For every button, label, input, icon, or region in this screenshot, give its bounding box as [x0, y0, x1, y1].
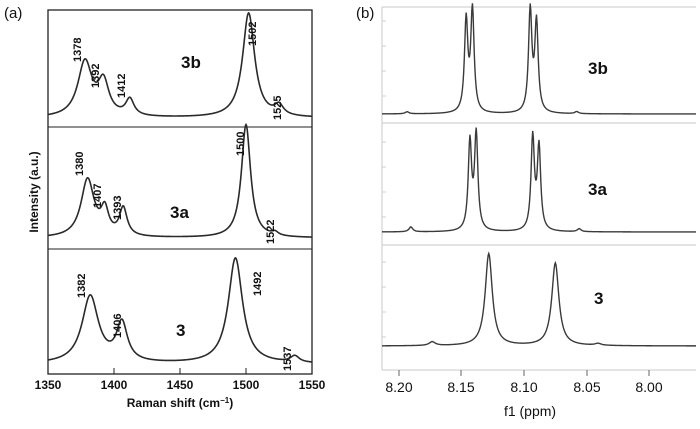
x-tick-label: 1500	[233, 378, 260, 392]
peak-label: 1537	[282, 347, 294, 371]
peak-label: 1393	[112, 196, 124, 220]
x-tick-label: 1400	[101, 378, 128, 392]
series-label-3a: 3a	[170, 203, 189, 222]
x-tick-label: 1350	[35, 378, 62, 392]
peak-label: 1380	[74, 152, 86, 176]
peak-label: 1412	[116, 74, 128, 98]
panel-a-y-axis-title: Intensity (a.u.)	[27, 151, 41, 232]
peak-label: 1378	[72, 38, 84, 62]
panel-b-left-ticks	[382, 20, 386, 338]
raman-trace-3a	[47, 122, 313, 238]
x-tick-label: 8.10	[510, 379, 537, 395]
raman-trace-3b	[47, 11, 313, 118]
series-label-3b: 3b	[588, 59, 608, 78]
raman-trace-3	[47, 256, 313, 363]
peak-label: 1492	[252, 272, 264, 296]
panel-b-x-ticks: 8.20 8.15 8.10 8.05 8.00	[385, 370, 663, 395]
series-label-3: 3	[176, 321, 185, 340]
nmr-trace-3	[382, 251, 696, 347]
panel-a-label: (a)	[4, 5, 22, 22]
x-tick-label: 1550	[299, 378, 326, 392]
peak-label: 1525	[272, 96, 284, 120]
panel-a-x-axis-title: Raman shift (cm−1)	[127, 396, 233, 411]
panel-b-x-axis-title: f1 (ppm)	[504, 403, 556, 419]
peak-label: 1382	[76, 274, 88, 298]
peak-label: 1392	[90, 64, 102, 88]
series-label-3: 3	[594, 289, 603, 308]
x-tick-label: 1450	[167, 378, 194, 392]
x-tick-label: 8.05	[573, 379, 600, 395]
peak-label: 1500	[235, 132, 247, 156]
peak-label: 1522	[265, 220, 277, 244]
peak-label: 1502	[247, 22, 259, 46]
series-label-3a: 3a	[588, 180, 607, 199]
series-label-3b: 3b	[181, 53, 201, 72]
nmr-trace-3b	[381, 3, 696, 115]
peak-label: 1406	[112, 314, 124, 338]
panel-b-label: (b)	[356, 5, 374, 22]
peak-label: 1407	[92, 184, 104, 208]
x-tick-label: 8.20	[385, 379, 412, 395]
panel-a: (a) 1350 1400 1450 1500 1550 Raman shift…	[4, 5, 326, 410]
x-tick-label: 8.15	[447, 379, 474, 395]
panel-b: (b) 8.	[356, 3, 696, 419]
nmr-trace-3a	[382, 127, 696, 233]
x-tick-label: 8.00	[635, 379, 662, 395]
panel-a-x-ticks: 1350 1400 1450 1500 1550	[35, 368, 326, 392]
